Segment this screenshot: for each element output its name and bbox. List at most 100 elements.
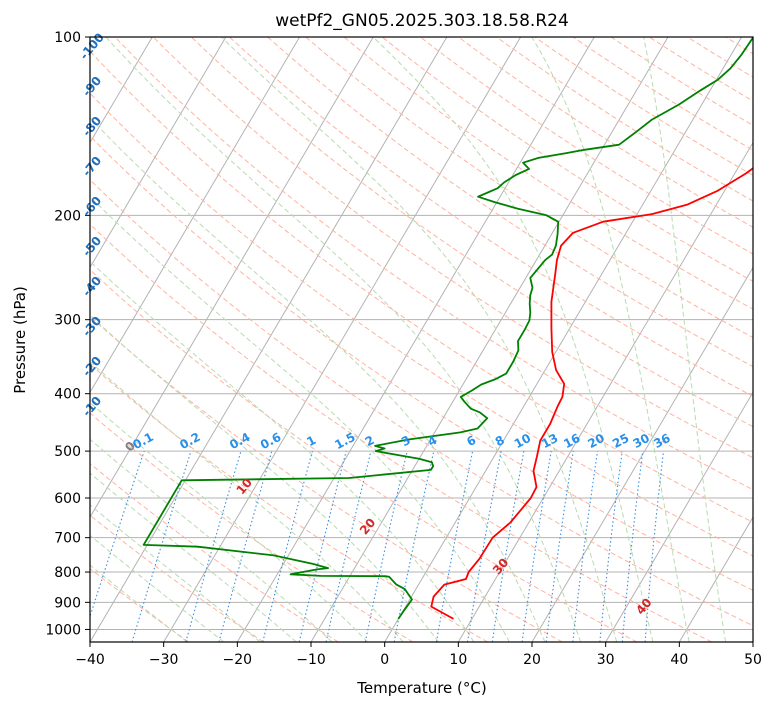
y-tick-label: 1000 — [45, 622, 81, 638]
mixing-ratio-label: 6 — [464, 433, 478, 449]
isotherm-line — [678, 516, 753, 642]
x-tick-label: 40 — [670, 652, 688, 668]
isotherm-line — [457, 141, 753, 642]
mixing-ratio-line — [90, 450, 145, 619]
dry-adiabat-line — [90, 92, 753, 557]
mixing-ratio-label: 8 — [493, 433, 507, 449]
mixing-ratio-label: 2 — [363, 433, 377, 449]
x-tick-label: −20 — [223, 652, 253, 668]
moist-adiabat-line — [90, 438, 333, 642]
y-axis-label: Pressure (hPa) — [11, 286, 29, 394]
dry-adiabat-line — [191, 37, 753, 428]
moist-adiabat-line — [90, 401, 369, 642]
isotherm-line — [90, 37, 153, 144]
mixing-ratio-line — [325, 450, 372, 642]
dry-adiabat-line — [90, 223, 712, 642]
isotherm-line — [163, 37, 522, 642]
dry-adiabat-label: -90 — [80, 74, 105, 100]
mixing-ratio-label: 16 — [561, 431, 582, 451]
mixing-ratio-line — [393, 450, 435, 642]
mixing-ratio-line — [298, 450, 347, 642]
mixing-ratio-line — [262, 450, 313, 642]
mixing-ratio-line — [621, 451, 644, 642]
dry-adiabat-line — [90, 50, 753, 523]
dry-adiabat-line — [152, 37, 753, 459]
dry-adiabat-line — [267, 37, 753, 368]
x-tick-label: 20 — [523, 652, 541, 668]
isotherm-line — [90, 37, 374, 519]
isotherm-line — [0, 37, 5, 642]
x-axis-label: Temperature (°C) — [356, 679, 486, 697]
series-layer — [142, 37, 753, 620]
y-tick-label: 400 — [54, 387, 81, 403]
x-tick-label: 30 — [597, 652, 615, 668]
moist-adiabat-line — [90, 564, 188, 642]
dry-adiabat-label: 40 — [633, 596, 654, 618]
dry-adiabat-label: -10 — [80, 394, 105, 420]
dry-adiabat-line — [90, 135, 753, 591]
y-tick-label: 100 — [54, 30, 81, 46]
mixing-ratio-line — [599, 451, 623, 642]
y-tick-label: 300 — [54, 313, 81, 329]
isotherm-line — [531, 266, 753, 642]
isotherm-line — [236, 37, 595, 642]
isotherm-line — [605, 391, 753, 642]
mixing-ratio-line — [185, 450, 242, 642]
dry-adiabat-line — [305, 37, 753, 339]
mixing-ratio-label: 36 — [651, 431, 672, 451]
mixing-ratio-label: 1.5 — [332, 430, 357, 452]
dry-adiabat-line — [90, 179, 753, 627]
y-axis: 100 200 300 400 500 600 700 800 900 1000 — [45, 30, 90, 638]
x-tick-label: −40 — [75, 652, 105, 668]
dry-adiabat-line — [90, 363, 488, 642]
mixing-ratio-line — [572, 451, 599, 642]
mixing-ratio-label: 0.4 — [227, 430, 252, 452]
mixing-ratio-label: 0.6 — [258, 430, 283, 452]
dry-adiabat-line — [114, 37, 753, 491]
mixing-ratio-label: 10 — [512, 431, 533, 451]
moist-adiabat-line — [372, 37, 654, 642]
dry-adiabat-label: -40 — [80, 274, 105, 300]
temperature-profile-line — [430, 167, 753, 620]
mixing-ratio-label: 25 — [610, 431, 631, 451]
dry-adiabat-line — [381, 37, 753, 282]
moist-adiabat-line — [90, 472, 297, 642]
mixing-ratio-line — [491, 450, 525, 642]
dry-adiabat-line — [534, 37, 753, 176]
background-lines — [0, 37, 753, 642]
dry-adiabat-line — [90, 269, 638, 642]
x-tick-label: 50 — [744, 652, 762, 668]
dry-adiabat-label: -80 — [80, 114, 105, 140]
mixing-ratio-line — [545, 451, 574, 642]
moist-adiabat-line — [90, 504, 261, 642]
dry-adiabat-line — [90, 315, 563, 642]
dry-adiabat-line — [90, 412, 414, 642]
isotherm-line — [90, 37, 301, 394]
mixing-ratio-line — [364, 450, 408, 642]
isotherm-line — [752, 641, 753, 642]
dry-adiabat-label: -50 — [80, 234, 105, 260]
dry-adiabat-line — [90, 462, 339, 642]
y-tick-label: 200 — [54, 208, 81, 224]
mixing-ratio-label: 13 — [539, 431, 560, 451]
dry-adiabat-label: -70 — [80, 154, 105, 180]
x-tick-label: −30 — [149, 652, 179, 668]
x-tick-label: −10 — [296, 652, 326, 668]
moist-adiabat-line — [90, 534, 225, 642]
mixing-ratio-line — [218, 450, 273, 642]
dry-adiabat-label: -100 — [77, 30, 107, 62]
dry-adiabat-label: -20 — [80, 354, 105, 380]
mixing-ratio-label: 0.2 — [177, 430, 202, 452]
moist-adiabat-line — [90, 260, 475, 642]
plot-frame — [89, 36, 754, 643]
isotherm-line — [90, 37, 227, 269]
mixing-ratio-line — [131, 450, 192, 642]
moist-adiabat-line — [105, 37, 582, 642]
mixing-ratio-label: 3 — [399, 433, 413, 449]
dry-adiabat-line — [610, 37, 753, 126]
dry-adiabat-label: -30 — [80, 314, 105, 340]
y-tick-label: 900 — [54, 595, 81, 611]
mixing-ratio-line — [644, 451, 665, 642]
